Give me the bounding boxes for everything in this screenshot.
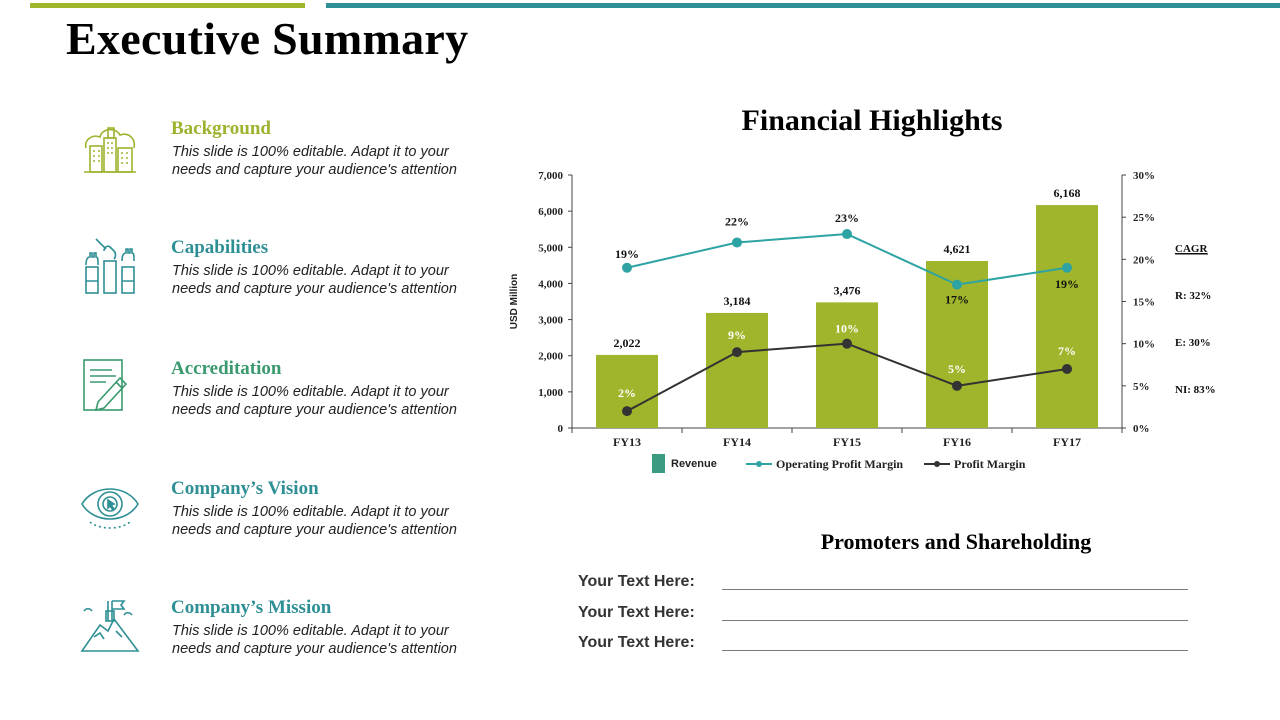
operating-profit-margin-point <box>732 237 742 248</box>
top-accent-bar-green <box>30 3 305 8</box>
feature-capabilities: Capabilities This slide is 100% editable… <box>80 237 480 327</box>
city-icon <box>84 127 136 173</box>
profit-margin-point <box>732 347 742 358</box>
feature-vision: Company’s Vision This slide is 100% edit… <box>80 478 480 568</box>
promoter-row-line <box>722 650 1188 651</box>
promoter-row-label: Your Text Here: <box>578 604 695 621</box>
profit-margin-point <box>842 338 852 349</box>
y-tick-label: 7,000 <box>538 170 563 182</box>
operating-profit-margin-label: 23% <box>835 211 859 225</box>
y-tick-label: 0 <box>558 423 564 435</box>
feature-description: This slide is 100% editable. Adapt it to… <box>172 623 457 657</box>
revenue-bar <box>706 312 768 428</box>
profit-margin-label: 2% <box>618 386 636 400</box>
legend-opm-label: Operating Profit Margin <box>776 457 903 471</box>
y2-tick-label: 15% <box>1133 297 1155 309</box>
y-tick-label: 2,000 <box>538 351 563 363</box>
eye-icon <box>81 488 139 529</box>
feature-accreditation: Accreditation This slide is 100% editabl… <box>80 358 480 448</box>
feature-title: Background <box>171 118 271 139</box>
y2-tick-label: 5% <box>1133 381 1150 393</box>
revenue-bar-label: 2,022 <box>614 336 641 350</box>
profit-margin-point <box>952 380 962 391</box>
revenue-bar-label: 3,476 <box>834 283 861 297</box>
mountain-flag-icon <box>80 600 140 652</box>
operating-profit-margin-point <box>622 262 632 273</box>
feature-description: This slide is 100% editable. Adapt it to… <box>172 263 457 297</box>
feature-description: This slide is 100% editable. Adapt it to… <box>172 144 457 178</box>
x-tick-label: FY17 <box>1053 435 1081 449</box>
promoter-row-line <box>722 589 1188 590</box>
cagr-net-income: NI: 83% <box>1175 384 1216 396</box>
y2-tick-label: 20% <box>1133 254 1155 266</box>
feature-title: Accreditation <box>171 358 282 379</box>
chart-title: Financial Highlights <box>741 104 1003 137</box>
feature-description: This slide is 100% editable. Adapt it to… <box>172 504 457 538</box>
promoter-row-line <box>722 620 1188 621</box>
revenue-bar-label: 4,621 <box>944 242 971 256</box>
y2-tick-label: 0% <box>1133 423 1150 435</box>
y-tick-label: 6,000 <box>538 206 563 218</box>
profit-margin-label: 5% <box>948 362 966 376</box>
promoter-row: Your Text Here: <box>578 604 1188 626</box>
cagr-title: CAGR <box>1175 243 1208 255</box>
profit-margin-label: 10% <box>835 322 859 336</box>
y-tick-label: 1,000 <box>538 387 563 399</box>
feature-title: Capabilities <box>171 237 269 258</box>
operating-profit-margin-point <box>842 229 852 240</box>
legend-pm-marker <box>934 461 940 467</box>
promoters-title: Promoters and Shareholding <box>820 529 1092 554</box>
revenue-bar-label: 6,168 <box>1054 186 1081 200</box>
operating-profit-margin-point <box>952 279 962 290</box>
operating-profit-margin-point <box>1062 262 1072 273</box>
promoter-row: Your Text Here: <box>578 573 1188 595</box>
y-tick-label: 5,000 <box>538 242 563 254</box>
operating-profit-margin-label: 17% <box>945 293 969 307</box>
x-tick-label: FY14 <box>723 435 751 449</box>
profit-margin-label: 7% <box>1058 344 1076 358</box>
y2-tick-label: 25% <box>1133 212 1155 224</box>
y2-tick-label: 30% <box>1133 170 1155 182</box>
feature-background: Background This slide is 100% editable. … <box>80 118 480 208</box>
y-tick-label: 3,000 <box>538 315 563 327</box>
revenue-bar <box>816 302 878 428</box>
x-tick-label: FY16 <box>943 435 971 449</box>
x-tick-label: FY15 <box>833 435 861 449</box>
y2-tick-label: 10% <box>1133 339 1155 351</box>
promoter-row: Your Text Here: <box>578 634 1188 656</box>
promoter-row-label: Your Text Here: <box>578 573 695 590</box>
profit-margin-label: 9% <box>728 328 746 342</box>
legend-pm-label: Profit Margin <box>954 457 1026 471</box>
cagr-ebitda: E: 30% <box>1175 337 1211 349</box>
feature-description: This slide is 100% editable. Adapt it to… <box>172 384 457 418</box>
top-accent-bar-teal <box>326 3 1280 8</box>
operating-profit-margin-label: 19% <box>615 247 639 261</box>
feature-title: Company’s Vision <box>171 478 319 499</box>
promoter-row-label: Your Text Here: <box>578 634 695 651</box>
revenue-bar-label: 3,184 <box>724 294 751 308</box>
y-axis-title: USD Million <box>509 274 520 330</box>
revenue-bar <box>1036 205 1098 428</box>
profit-margin-point <box>1062 363 1072 374</box>
profit-margin-point <box>622 406 632 417</box>
feature-mission: Company’s Mission This slide is 100% edi… <box>80 597 480 687</box>
x-tick-label: FY13 <box>613 435 641 449</box>
feature-title: Company’s Mission <box>171 597 332 618</box>
operating-profit-margin-line <box>626 233 1068 286</box>
operating-profit-margin-label: 19% <box>1055 277 1079 291</box>
cagr-revenue: R: 32% <box>1175 290 1211 302</box>
raised-hands-icon <box>85 238 135 294</box>
operating-profit-margin-label: 22% <box>725 214 749 228</box>
legend-revenue-label: Revenue <box>671 458 717 470</box>
y-tick-label: 4,000 <box>538 278 563 290</box>
page-title: Executive Summary <box>66 13 469 64</box>
legend-opm-marker <box>756 461 762 467</box>
legend-revenue-swatch <box>652 454 665 473</box>
certificate-pen-icon <box>83 359 128 412</box>
